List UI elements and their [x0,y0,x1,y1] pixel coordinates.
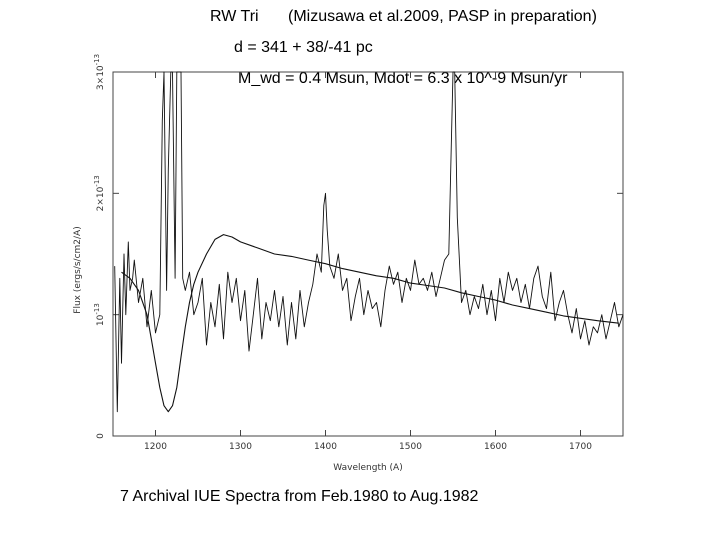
plot-frame [112,71,624,437]
y-tick-label: 3×10-13 [93,54,106,90]
x-tick-label: 1600 [484,442,507,452]
y-tick-label: 10-13 [93,303,106,326]
x-axis-label: Wavelength (A) [333,463,402,473]
x-tick-label: 1400 [314,442,337,452]
y-tick-label: 2×10-13 [93,175,106,211]
caption: 7 Archival IUE Spectra from Feb.1980 to … [120,488,479,505]
x-tick-label: 1200 [144,442,167,452]
x-tick-label: 1700 [569,442,592,452]
system-parameters: M_wd = 0.4 Msun, Mdot = 6.3 x 10^-9 Msun… [238,70,568,87]
reference: (Mizusawa et al.2009, PASP in preparatio… [288,8,597,25]
model-spectrum-line [121,234,619,413]
observed-spectrum-line [114,71,624,413]
distance: d = 341 + 38/-41 pc [234,39,373,56]
y-tick-label: 0 [96,433,106,439]
y-axis-label: Flux (ergs/s/cm2/A) [73,226,83,313]
x-tick-label: 1300 [229,442,252,452]
x-tick-label: 1500 [399,442,422,452]
object-name: RW Tri [210,8,259,25]
